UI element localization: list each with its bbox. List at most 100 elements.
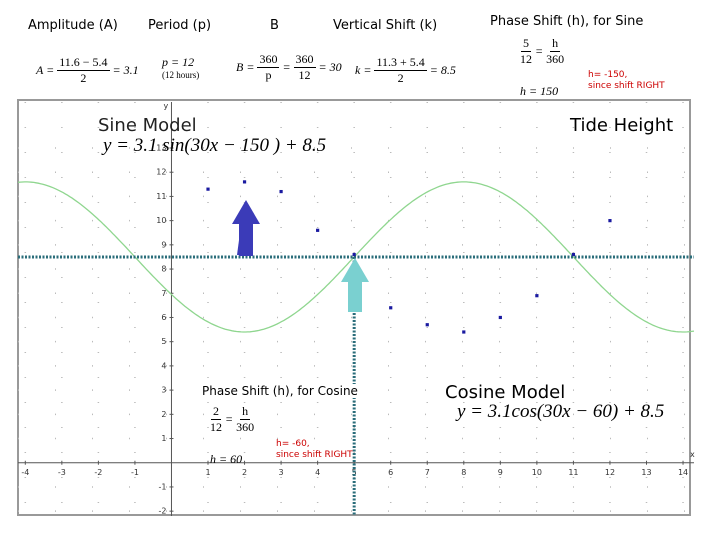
den: 12 bbox=[210, 420, 222, 434]
text: since shift RIGHT bbox=[588, 81, 665, 91]
den: 2 bbox=[397, 71, 404, 85]
x-tick-label: 11 bbox=[568, 468, 578, 477]
point bbox=[535, 294, 539, 298]
y-tick-label: -1 bbox=[158, 482, 166, 491]
y-tick-label: 10 bbox=[156, 216, 166, 225]
y-tick-label: 9 bbox=[161, 240, 166, 249]
formula: p = 12 (12 hours) bbox=[162, 55, 199, 80]
y-tick-label: 4 bbox=[161, 361, 166, 370]
den: 2 bbox=[80, 71, 87, 85]
y-tick-label: 5 bbox=[161, 337, 166, 346]
y-tick-label: 8 bbox=[161, 265, 166, 274]
text: p = 12 bbox=[162, 55, 195, 69]
text: h= -60, bbox=[276, 439, 310, 449]
x-tick-label: 13 bbox=[641, 468, 651, 477]
text: (12 hours) bbox=[162, 70, 200, 80]
formula: 5 12 = h 360 bbox=[520, 36, 564, 67]
formula: 2 12 = h 360 bbox=[210, 404, 255, 435]
x-tick-label: -4 bbox=[21, 468, 29, 477]
den: 360 bbox=[546, 52, 565, 66]
text: h= -150, bbox=[588, 70, 628, 80]
y-tick-label: 1 bbox=[161, 434, 166, 443]
num: 360 bbox=[257, 52, 280, 68]
x-tick-label: 10 bbox=[532, 468, 542, 477]
arrow-head bbox=[232, 200, 260, 224]
x-tick-label: 12 bbox=[605, 468, 615, 477]
arrow-shaft bbox=[239, 224, 253, 256]
note: h= -60, since shift RIGHT bbox=[276, 439, 353, 461]
den: 360 bbox=[236, 420, 255, 434]
point bbox=[316, 228, 320, 232]
num: 360 bbox=[293, 52, 316, 68]
formula: B = 360 p = 360 12 = 30 bbox=[236, 52, 342, 83]
y-tick-label: 11 bbox=[156, 192, 166, 201]
arrow-shaft bbox=[348, 282, 362, 312]
point bbox=[279, 189, 283, 194]
plot-frame bbox=[17, 99, 691, 516]
title: B bbox=[270, 18, 279, 33]
den: 12 bbox=[520, 52, 532, 66]
x-tick-label: -1 bbox=[131, 468, 139, 477]
x-tick-label: -2 bbox=[94, 468, 102, 477]
den: 12 bbox=[298, 68, 311, 82]
y-tick-label: 6 bbox=[161, 313, 166, 322]
text: A = bbox=[36, 63, 55, 77]
text: since shift RIGHT bbox=[276, 450, 353, 460]
title: Phase Shift (h), for Cosine bbox=[202, 384, 358, 398]
formula: h = 60 bbox=[210, 452, 243, 466]
y-tick-label: -2 bbox=[158, 507, 166, 516]
formula: h = 150 bbox=[520, 84, 559, 98]
text: = 3.1 bbox=[112, 63, 139, 77]
x-tick-label: 8 bbox=[461, 468, 466, 477]
formula: k = 11.3 + 5.4 2 = 8.5 bbox=[355, 55, 456, 86]
heading: Sine Model bbox=[98, 115, 197, 136]
x-tick-label: -3 bbox=[58, 468, 66, 477]
heading: Cosine Model bbox=[445, 382, 566, 403]
point bbox=[242, 180, 247, 184]
y-axis-label: y bbox=[163, 102, 168, 111]
y-tick-label: 12 bbox=[156, 168, 166, 177]
title: Vertical Shift (k) bbox=[333, 18, 438, 33]
x-tick-label: 3 bbox=[279, 468, 284, 477]
point bbox=[498, 315, 502, 320]
num: h bbox=[550, 36, 561, 52]
y-tick-label: 3 bbox=[161, 386, 166, 395]
model-curve bbox=[17, 181, 695, 333]
point bbox=[425, 323, 429, 327]
formula: y = 3.1 sin(30x − 150 ) + 8.5 bbox=[103, 135, 327, 156]
num: 2 bbox=[211, 404, 221, 420]
num: 11.3 + 5.4 bbox=[374, 55, 427, 71]
text: = bbox=[535, 44, 544, 58]
point bbox=[571, 252, 576, 257]
heading: Tide Height bbox=[570, 115, 674, 136]
y-tick-label: 7 bbox=[161, 289, 166, 298]
text: = 30 bbox=[318, 60, 342, 74]
num: 11.6 − 5.4 bbox=[57, 55, 110, 71]
num: 5 bbox=[521, 36, 531, 52]
arrow-head bbox=[341, 258, 369, 282]
text: = 8.5 bbox=[429, 63, 456, 77]
x-tick-label: 14 bbox=[678, 468, 688, 477]
num: h bbox=[240, 404, 251, 420]
point bbox=[352, 252, 356, 257]
formula: y = 3.1cos(30x − 60) + 8.5 bbox=[457, 401, 665, 422]
title: Amplitude (A) bbox=[28, 18, 118, 33]
y-tick-label: 2 bbox=[161, 410, 166, 419]
formula: A = 11.6 − 5.4 2 = 3.1 bbox=[36, 55, 139, 86]
text: = bbox=[225, 412, 234, 426]
x-tick-label: 9 bbox=[498, 468, 503, 477]
point bbox=[206, 187, 210, 191]
x-tick-label: 4 bbox=[315, 468, 320, 477]
x-tick-label: 6 bbox=[388, 468, 393, 477]
y-tick-label: 13 bbox=[156, 144, 166, 153]
x-axis-label: x bbox=[690, 450, 695, 459]
text: B = bbox=[236, 60, 255, 74]
den: p bbox=[265, 68, 272, 82]
x-tick-label: 1 bbox=[205, 468, 210, 477]
point bbox=[462, 330, 466, 334]
text: = bbox=[282, 60, 291, 74]
point bbox=[389, 306, 393, 310]
x-tick-label: 2 bbox=[242, 468, 247, 477]
